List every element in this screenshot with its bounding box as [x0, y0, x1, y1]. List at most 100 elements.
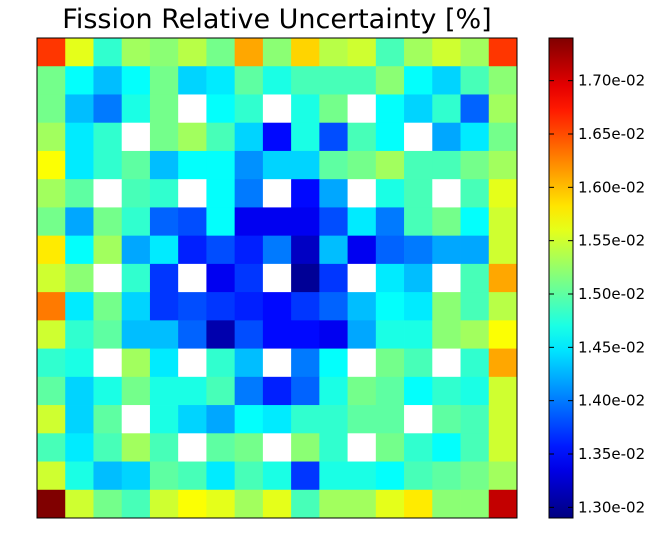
heatmap-cell [488, 207, 518, 237]
heatmap-cell [375, 348, 405, 378]
heatmap-cell [347, 150, 377, 180]
heatmap-cell [149, 489, 179, 519]
heatmap-cell [347, 376, 377, 406]
heatmap-cell [319, 376, 348, 406]
heatmap-cell [65, 94, 94, 124]
heatmap-cell [37, 179, 66, 208]
heatmap-cell [262, 122, 292, 152]
heatmap-cell [375, 94, 405, 124]
heatmap-cell [404, 122, 433, 152]
heatmap-cell [291, 376, 320, 406]
heatmap-cell [262, 207, 292, 237]
heatmap-cell [121, 405, 151, 434]
heatmap-cell [291, 122, 320, 152]
heatmap-cell [149, 179, 179, 208]
heatmap-cell [291, 292, 320, 321]
heatmap-cell [404, 405, 433, 434]
heatmap-cell [121, 235, 151, 265]
heatmap-cell [93, 207, 123, 237]
heatmap-cell [319, 150, 348, 180]
heatmap-cell [375, 461, 405, 491]
heatmap-cell [65, 38, 94, 67]
heatmap-cell [121, 150, 151, 180]
heatmap-cell [234, 489, 264, 519]
heatmap-cell [488, 94, 518, 124]
heatmap-cell [460, 150, 490, 180]
heatmap-cell [206, 461, 236, 491]
heatmap-cell [460, 292, 490, 321]
heatmap-cell [488, 433, 518, 462]
heatmap-cell [262, 292, 292, 321]
heatmap-cell [37, 122, 66, 152]
heatmap-cell [375, 235, 405, 265]
heatmap-cell [178, 94, 207, 124]
heatmap-cell [178, 263, 207, 293]
heatmap-cell [404, 489, 433, 519]
heatmap-cell [291, 66, 320, 95]
heatmap-cell [291, 235, 320, 265]
heatmap-cell [178, 38, 207, 67]
heatmap-cell [121, 489, 151, 519]
heatmap-cell [234, 66, 264, 95]
heatmap-cell [404, 94, 433, 124]
heatmap-cell [291, 150, 320, 180]
heatmap-cell [93, 320, 123, 349]
heatmap-cell [234, 179, 264, 208]
heatmap-cell [347, 179, 377, 208]
heatmap-cell [375, 122, 405, 152]
heatmap-cell [432, 292, 461, 321]
heatmap-cell [206, 405, 236, 434]
heatmap-cell [206, 320, 236, 349]
heatmap-cell [291, 433, 320, 462]
heatmap-cell [121, 38, 151, 67]
heatmap-cell [404, 263, 433, 293]
heatmap-cell [488, 122, 518, 152]
heatmap-cell [488, 405, 518, 434]
heatmap-cell [375, 263, 405, 293]
heatmap-cell [262, 376, 292, 406]
heatmap-cell [37, 405, 66, 434]
heatmap-cell [178, 320, 207, 349]
colorbar-ticks: 1.30e-02 1.35e-02 1.40e-02 1.45e-02 1.50e-02… [549, 72, 645, 516]
heatmap-cell [488, 348, 518, 378]
heatmap-cell [93, 376, 123, 406]
heatmap-cell [121, 207, 151, 237]
heatmap-cell [319, 66, 348, 95]
heatmap-cell [460, 348, 490, 378]
heatmap-cell [206, 348, 236, 378]
heatmap-cell [149, 38, 179, 67]
heatmap-cell [375, 292, 405, 321]
heatmap-cell [404, 292, 433, 321]
heatmap-cell [37, 94, 66, 124]
heatmap-cell [375, 433, 405, 462]
heatmap-cell [319, 292, 348, 321]
heatmap-cell [432, 405, 461, 434]
heatmap-cell [460, 489, 490, 519]
heatmap-cell [432, 376, 461, 406]
heatmap-cell [460, 235, 490, 265]
heatmap-cell [375, 489, 405, 519]
colorbar-tick-label: 1.50e-02 [578, 285, 645, 303]
heatmap-cell [460, 433, 490, 462]
heatmap-cell [234, 235, 264, 265]
heatmap-cell [432, 235, 461, 265]
heatmap-cell [178, 348, 207, 378]
heatmap-cell [375, 207, 405, 237]
heatmap-cell [234, 38, 264, 67]
heatmap-cell [432, 207, 461, 237]
heatmap-cell [375, 38, 405, 67]
heatmap-cell [488, 235, 518, 265]
heatmap-cell [178, 66, 207, 95]
heatmap-cell [432, 179, 461, 208]
heatmap-cell [206, 263, 236, 293]
heatmap-cell [37, 66, 66, 95]
heatmap-cell [432, 38, 461, 67]
heatmap-cell [319, 263, 348, 293]
colorbar-tick-label: 1.35e-02 [578, 445, 645, 463]
heatmap-cell [178, 292, 207, 321]
heatmap-cell [178, 405, 207, 434]
colorbar-tick-label: 1.65e-02 [578, 125, 645, 143]
heatmap-cell [65, 150, 94, 180]
heatmap-cell [206, 433, 236, 462]
heatmap-cell [347, 348, 377, 378]
